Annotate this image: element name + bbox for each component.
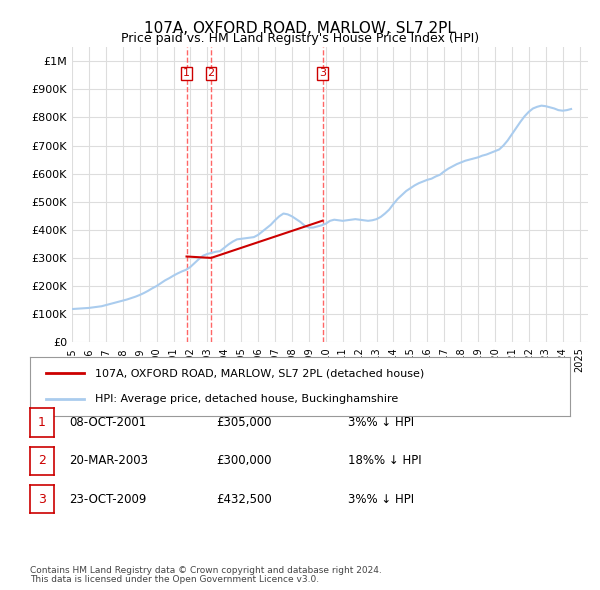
Text: 08-OCT-2001: 08-OCT-2001 (69, 416, 146, 429)
Text: £432,500: £432,500 (216, 493, 272, 506)
Text: £305,000: £305,000 (216, 416, 271, 429)
Text: HPI: Average price, detached house, Buckinghamshire: HPI: Average price, detached house, Buck… (95, 395, 398, 404)
Text: 3%% ↓ HPI: 3%% ↓ HPI (348, 416, 414, 429)
Text: 1: 1 (183, 68, 190, 78)
Text: Contains HM Land Registry data © Crown copyright and database right 2024.: Contains HM Land Registry data © Crown c… (30, 566, 382, 575)
Text: 1: 1 (38, 416, 46, 429)
Text: 18%% ↓ HPI: 18%% ↓ HPI (348, 454, 422, 467)
Text: 107A, OXFORD ROAD, MARLOW, SL7 2PL: 107A, OXFORD ROAD, MARLOW, SL7 2PL (144, 21, 456, 35)
Text: 2: 2 (208, 68, 215, 78)
Text: 3: 3 (319, 68, 326, 78)
Text: 20-MAR-2003: 20-MAR-2003 (69, 454, 148, 467)
Text: 3%% ↓ HPI: 3%% ↓ HPI (348, 493, 414, 506)
Text: 107A, OXFORD ROAD, MARLOW, SL7 2PL (detached house): 107A, OXFORD ROAD, MARLOW, SL7 2PL (deta… (95, 369, 424, 378)
Text: This data is licensed under the Open Government Licence v3.0.: This data is licensed under the Open Gov… (30, 575, 319, 584)
Text: £300,000: £300,000 (216, 454, 271, 467)
Text: 2: 2 (38, 454, 46, 467)
Text: 3: 3 (38, 493, 46, 506)
Text: 23-OCT-2009: 23-OCT-2009 (69, 493, 146, 506)
Text: Price paid vs. HM Land Registry's House Price Index (HPI): Price paid vs. HM Land Registry's House … (121, 32, 479, 45)
